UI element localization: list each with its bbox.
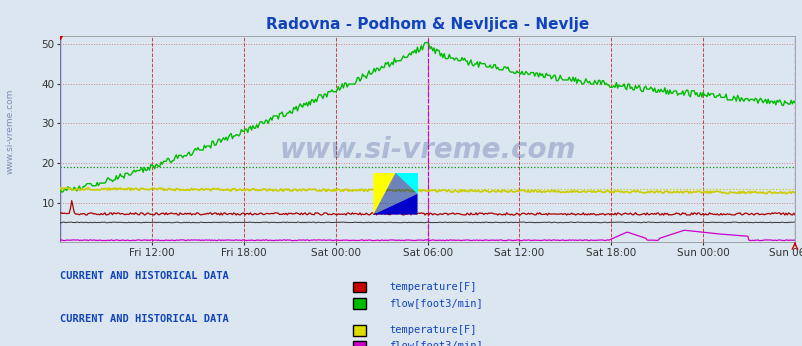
Title: Radovna - Podhom & Nevljica - Nevlje: Radovna - Podhom & Nevljica - Nevlje (265, 17, 589, 33)
Polygon shape (373, 194, 417, 215)
Text: www.si-vreme.com: www.si-vreme.com (279, 136, 575, 164)
Text: www.si-vreme.com: www.si-vreme.com (5, 89, 14, 174)
Text: flow[foot3/min]: flow[foot3/min] (389, 340, 483, 346)
Polygon shape (373, 173, 417, 215)
Polygon shape (373, 173, 395, 215)
Text: temperature[F]: temperature[F] (389, 282, 476, 292)
Text: flow[foot3/min]: flow[foot3/min] (389, 298, 483, 308)
Text: CURRENT AND HISTORICAL DATA: CURRENT AND HISTORICAL DATA (60, 271, 229, 281)
Text: temperature[F]: temperature[F] (389, 325, 476, 335)
Polygon shape (395, 173, 417, 194)
Text: CURRENT AND HISTORICAL DATA: CURRENT AND HISTORICAL DATA (60, 315, 229, 325)
